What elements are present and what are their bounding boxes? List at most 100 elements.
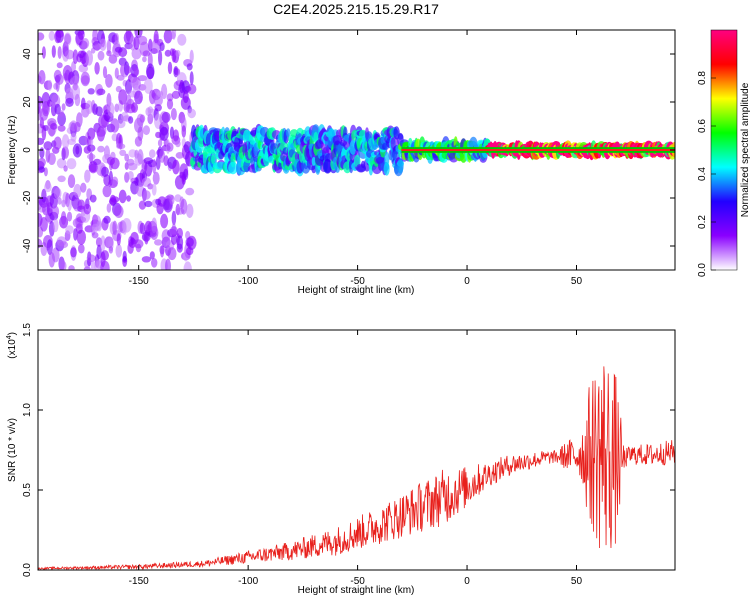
spectrogram-cell	[78, 243, 85, 254]
spectrogram-cell	[76, 112, 83, 128]
spectrogram-cell	[152, 158, 157, 174]
spectrogram-cell	[65, 97, 74, 107]
spectrogram-cell	[52, 205, 60, 217]
spectrogram-cell	[38, 32, 45, 41]
spectrogram-cell	[125, 79, 133, 95]
spectrogram-cell	[47, 152, 56, 165]
spectrogram-cell	[121, 218, 132, 233]
snr-y-axis-label: SNR (10 * v/v)	[7, 418, 18, 482]
spectrogram-cell	[185, 203, 194, 218]
spectrogram-cell	[114, 103, 120, 113]
spectrogram-cell	[166, 98, 174, 110]
x-tick-label: 50	[571, 276, 583, 287]
spectrogram-cell	[154, 104, 162, 112]
spectrogram-cell	[157, 139, 163, 147]
spectrogram-cell	[126, 66, 132, 74]
spectrogram-cell	[137, 126, 144, 141]
spectrogram-cell	[84, 169, 91, 183]
spectrogram-cell	[73, 183, 82, 199]
spectrogram-cell	[164, 49, 172, 57]
spectrogram-cell	[110, 196, 120, 203]
snr-x-axis-label: Height of straight line (km)	[298, 585, 415, 596]
spectrogram-cell	[102, 185, 112, 198]
spectrogram-cell	[66, 211, 73, 222]
spectrogram-cell	[149, 251, 155, 260]
y-tick-label: 1.5	[22, 323, 33, 337]
spectrogram-cell	[95, 106, 103, 117]
colorbar: 0.0 0.2 0.4 0.6 0.8 Normalized spectral ampl…	[697, 29, 750, 277]
spectrogram-cell	[41, 46, 46, 59]
spectrogram-cell	[89, 138, 94, 146]
y-tick-label: -20	[22, 190, 33, 205]
spectrogram-cell	[67, 196, 72, 212]
spectrogram-cell	[57, 124, 66, 132]
snr-frame	[37, 329, 676, 571]
spectrogram-panel: -150 -100 -50 0 50 -40 -20 0 20 40 Height of str…	[7, 29, 676, 296]
spectrogram-cell	[159, 42, 165, 52]
spectrogram-cell	[146, 63, 155, 79]
spectrogram-cell	[383, 162, 390, 176]
spectrogram-x-ticks: -150 -100 -50 0 50	[129, 30, 583, 287]
spectrogram-cell	[63, 165, 68, 172]
x-tick-label: -150	[129, 576, 149, 587]
spectrogram-cell	[161, 111, 171, 123]
spectrogram-cell	[96, 88, 106, 96]
spectrogram-cells	[38, 30, 675, 270]
spectrogram-cell	[54, 103, 61, 115]
spectrogram-cell	[57, 112, 66, 126]
spectrogram-cell	[38, 70, 46, 85]
spectrogram-cell	[101, 250, 109, 261]
spectrogram-cell	[51, 45, 56, 58]
snr-multiplier-close: )	[7, 332, 18, 335]
y-tick-label: -40	[22, 238, 33, 253]
spectrogram-cell	[166, 93, 174, 102]
spectrogram-cell	[67, 174, 76, 189]
spectrogram-cell	[174, 194, 182, 203]
spectrogram-cell	[43, 167, 48, 177]
spectrogram-cell	[62, 146, 69, 159]
x-tick-label: -100	[238, 276, 258, 287]
spectrogram-cell	[397, 158, 404, 174]
x-tick-label: 0	[464, 276, 470, 287]
spectrogram-cell	[81, 38, 90, 49]
spectrogram-cell	[186, 235, 197, 250]
spectrogram-cell	[142, 56, 147, 63]
colorbar-tick-label: 0.8	[697, 71, 708, 85]
spectrogram-cell	[127, 162, 138, 171]
spectrogram-cell	[176, 243, 183, 253]
spectrogram-cell	[285, 128, 291, 138]
spectrogram-cell	[72, 143, 83, 158]
spectrogram-cell	[131, 47, 142, 60]
spectrogram-cell	[51, 247, 60, 263]
spectrogram-cell	[56, 62, 63, 69]
spectrogram-cell	[169, 226, 178, 237]
spectrogram-cell	[153, 30, 159, 44]
spectrogram-cell	[50, 123, 58, 130]
spectrogram-cell	[100, 235, 106, 252]
spectrogram-cell	[39, 217, 48, 232]
spectrogram-cell	[76, 229, 87, 245]
y-tick-label: 1.0	[22, 403, 33, 417]
spectrogram-cell	[115, 244, 123, 258]
spectrogram-cell	[114, 33, 120, 45]
spectrogram-cell	[189, 49, 194, 64]
spectrogram-cell	[88, 163, 98, 174]
spectrogram-cell	[85, 100, 93, 114]
spectrogram-cell	[161, 83, 168, 100]
svg-text:(x104): (x104)	[6, 332, 18, 359]
x-tick-label: -150	[129, 276, 149, 287]
spectrogram-cell	[61, 103, 66, 111]
spectrogram-cell	[126, 195, 131, 202]
snr-panel: -150 -100 -50 0 50 0.0 0.5 1.0 1.5 Height of st…	[6, 323, 676, 596]
spectrogram-cell	[116, 233, 121, 246]
spectrogram-cell	[114, 205, 124, 218]
spectrogram-cell	[148, 38, 153, 52]
colorbar-tick-label: 0.6	[697, 119, 708, 133]
spectrogram-cell	[87, 88, 95, 95]
spectrogram-cell	[153, 94, 163, 107]
spectrogram-cell	[94, 43, 100, 52]
spectrogram-cell	[99, 38, 107, 51]
snr-multiplier: (x104)	[6, 332, 18, 359]
spectrogram-cell	[39, 147, 45, 159]
spectrogram-cell	[137, 149, 144, 165]
